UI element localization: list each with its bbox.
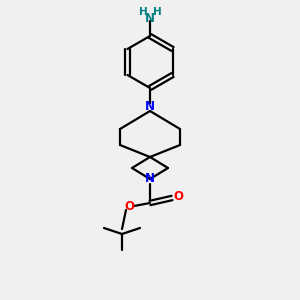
Text: O: O [124, 200, 134, 212]
Text: O: O [173, 190, 183, 203]
Text: N: N [145, 11, 155, 25]
Text: H: H [153, 7, 161, 17]
Text: N: N [145, 100, 155, 113]
Text: N: N [145, 172, 155, 185]
Text: H: H [139, 7, 147, 17]
